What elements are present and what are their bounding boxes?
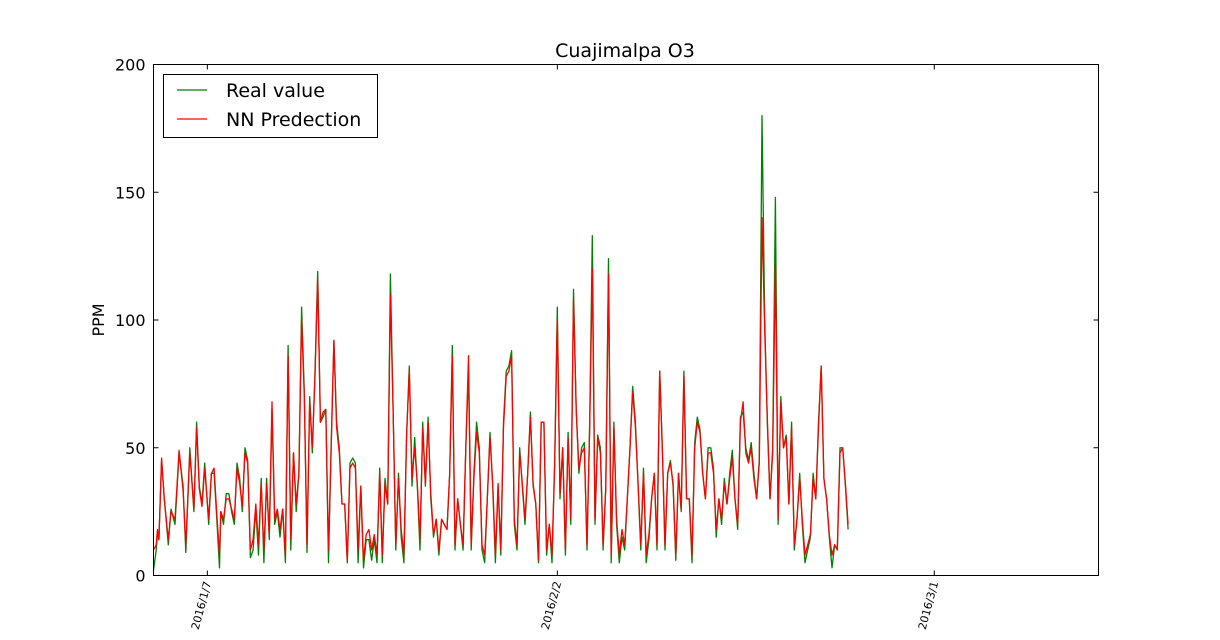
legend: Real value NN Predection [163,74,378,138]
x-tick-label: 2016/2/2 [539,580,564,631]
y-tick-label: 100 [115,311,146,330]
x-tick-label: 2016/1/7 [189,580,214,631]
series-group [152,114,849,571]
y-ticks: 0 50 100 150 200 [115,56,1099,586]
y-tick-label: 150 [115,183,146,202]
legend-box [163,74,378,138]
series-line-real-value [152,114,849,571]
y-tick-label: 200 [115,56,146,75]
y-tick-label: 50 [125,439,145,458]
x-tick-label: 2016/3/1 [916,580,941,631]
legend-label-nn-predection: NN Predection [226,109,361,131]
chart-title: Cuajimalpa O3 [555,40,695,62]
series-line-nn-predection [152,217,849,561]
legend-label-real-value: Real value [226,80,325,102]
y-tick-label: 0 [135,567,145,586]
y-axis-label: PPM [89,303,108,336]
